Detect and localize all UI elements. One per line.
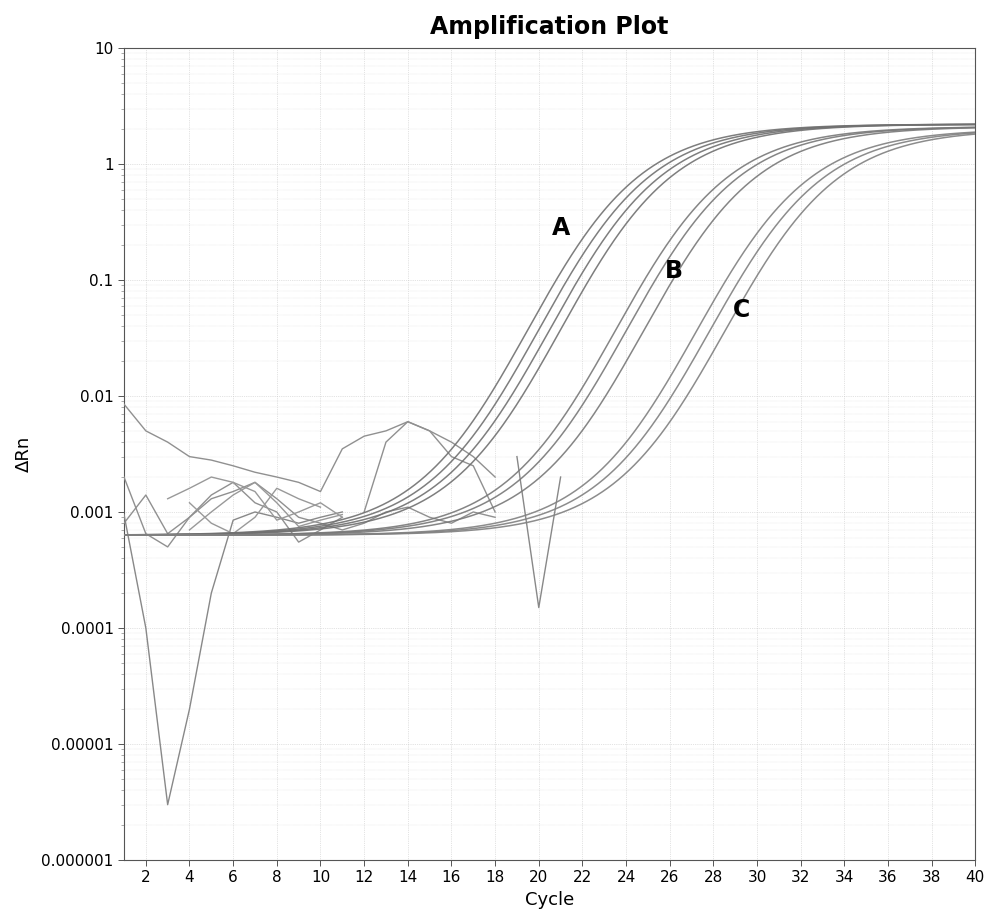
Y-axis label: ΔRn: ΔRn (15, 436, 33, 472)
Text: B: B (665, 259, 683, 283)
Text: C: C (733, 298, 750, 322)
X-axis label: Cycle: Cycle (525, 891, 574, 909)
Text: A: A (551, 216, 570, 240)
Title: Amplification Plot: Amplification Plot (430, 15, 669, 39)
